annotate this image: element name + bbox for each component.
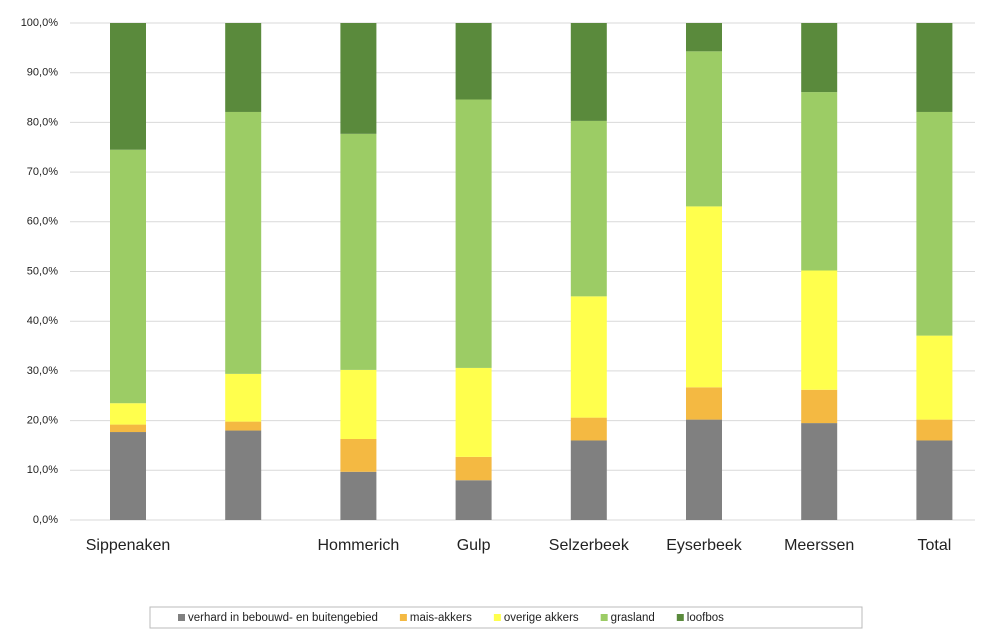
y-tick-label: 10,0%: [27, 464, 58, 476]
bar-segment: [455, 367, 492, 457]
y-tick-label: 90,0%: [27, 67, 58, 79]
bar-segment: [225, 373, 262, 422]
legend-swatch: [493, 614, 501, 621]
bar-segment: [340, 23, 377, 134]
legend-label: grasland: [611, 612, 655, 624]
bar-segment: [110, 424, 146, 433]
y-tick-label: 80,0%: [27, 116, 58, 128]
x-tick-label: Sippenaken: [86, 537, 171, 554]
y-tick-label: 0,0%: [33, 514, 58, 526]
bar-segment: [225, 111, 262, 374]
bar-segment: [455, 456, 492, 481]
legend-label: verhard in bebouwd- en buitengebied: [188, 612, 378, 624]
bar-segment: [340, 133, 377, 370]
x-tick-label: Meerssen: [784, 537, 854, 554]
bar-segment: [110, 149, 146, 404]
bar-segment: [570, 440, 607, 520]
y-tick-label: 20,0%: [27, 415, 58, 427]
bar-segment: [455, 99, 492, 368]
bar-segment: [110, 23, 146, 150]
y-tick-label: 30,0%: [27, 365, 58, 377]
bar-segment: [686, 387, 722, 420]
x-tick-label: Eyserbeek: [666, 537, 743, 554]
legend-swatch: [178, 614, 185, 621]
x-tick-label: Hommerich: [318, 537, 400, 554]
y-tick-label: 70,0%: [27, 166, 58, 178]
bar-segment: [916, 23, 953, 112]
bar-segment: [801, 23, 838, 93]
bar-segment: [686, 23, 722, 52]
bar-segment: [340, 369, 377, 439]
bar-segment: [916, 419, 953, 441]
bar-segment: [225, 421, 262, 431]
bar-segment: [225, 23, 262, 112]
legend-label: overige akkers: [504, 612, 579, 624]
bar-segment: [801, 389, 838, 424]
bar-segment: [916, 335, 953, 420]
bar-segment: [340, 471, 377, 520]
x-tick-label: Total: [918, 537, 952, 554]
y-tick-label: 40,0%: [27, 315, 58, 327]
x-tick-label: Selzerbeek: [549, 537, 630, 554]
y-tick-label: 50,0%: [27, 265, 58, 277]
x-tick-label: Gulp: [457, 537, 491, 554]
legend-box: [149, 606, 863, 629]
bar-segment: [225, 430, 262, 520]
bar-segment: [570, 120, 607, 297]
bar-segment: [801, 92, 838, 271]
bar-segment: [110, 432, 146, 520]
y-tick-label: 100,0%: [21, 17, 59, 29]
bar-segment: [570, 296, 607, 418]
bar-segment: [340, 438, 377, 472]
bar-segment: [110, 403, 146, 425]
bar-segment: [455, 480, 492, 520]
bar-segment: [686, 206, 722, 388]
legend-swatch: [600, 614, 608, 621]
bar-segment: [916, 111, 953, 336]
y-tick-label: 60,0%: [27, 216, 58, 228]
legend-label: mais-akkers: [410, 612, 472, 624]
bar-segment: [686, 419, 722, 520]
legend-swatch: [399, 614, 407, 621]
legend-swatch: [676, 614, 684, 621]
bar-segment: [916, 440, 953, 520]
bar-segment: [570, 417, 607, 441]
bar-segment: [570, 23, 607, 121]
bar-segment: [801, 423, 838, 520]
bar-segment: [686, 51, 722, 207]
bar-segment: [455, 23, 492, 100]
legend-label: loofbos: [687, 612, 724, 624]
bar-segment: [801, 270, 838, 390]
